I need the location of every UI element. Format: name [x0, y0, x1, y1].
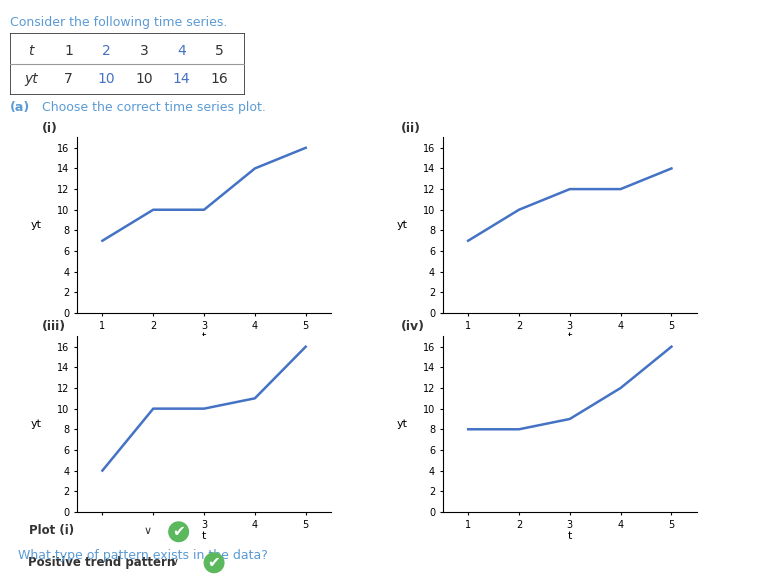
Y-axis label: yt: yt — [31, 220, 42, 230]
Text: ∨: ∨ — [143, 525, 151, 536]
Text: yt: yt — [25, 73, 38, 87]
Text: 10: 10 — [135, 73, 152, 87]
Text: (a): (a) — [10, 101, 30, 113]
Text: 4: 4 — [177, 43, 186, 57]
X-axis label: t: t — [202, 531, 206, 541]
Text: ∨: ∨ — [170, 557, 179, 567]
Text: Plot (i): Plot (i) — [29, 524, 74, 537]
Text: 1: 1 — [64, 43, 73, 57]
Text: (i): (i) — [42, 122, 59, 135]
Text: 2: 2 — [102, 43, 111, 57]
Y-axis label: yt: yt — [397, 220, 407, 230]
Text: 5: 5 — [215, 43, 223, 57]
Text: (iii): (iii) — [42, 321, 66, 333]
Text: t: t — [28, 43, 34, 57]
Text: 3: 3 — [139, 43, 149, 57]
Y-axis label: yt: yt — [31, 419, 42, 429]
Text: What type of pattern exists in the data?: What type of pattern exists in the data? — [18, 549, 268, 562]
Text: Positive trend pattern: Positive trend pattern — [28, 556, 176, 569]
Text: (iv): (iv) — [400, 321, 424, 333]
Text: Choose the correct time series plot.: Choose the correct time series plot. — [42, 101, 266, 113]
Y-axis label: yt: yt — [397, 419, 407, 429]
Text: ✔: ✔ — [172, 524, 185, 539]
X-axis label: t: t — [202, 332, 206, 342]
FancyBboxPatch shape — [10, 33, 245, 95]
Text: 7: 7 — [65, 73, 73, 87]
Text: (ii): (ii) — [400, 122, 420, 135]
Text: 14: 14 — [172, 73, 190, 87]
Text: 10: 10 — [98, 73, 115, 87]
FancyBboxPatch shape — [9, 549, 199, 576]
Text: Consider the following time series.: Consider the following time series. — [10, 16, 227, 29]
Text: ✔: ✔ — [208, 555, 220, 570]
X-axis label: t: t — [567, 531, 572, 541]
X-axis label: t: t — [567, 332, 572, 342]
FancyBboxPatch shape — [11, 517, 167, 544]
Text: 16: 16 — [210, 73, 228, 87]
